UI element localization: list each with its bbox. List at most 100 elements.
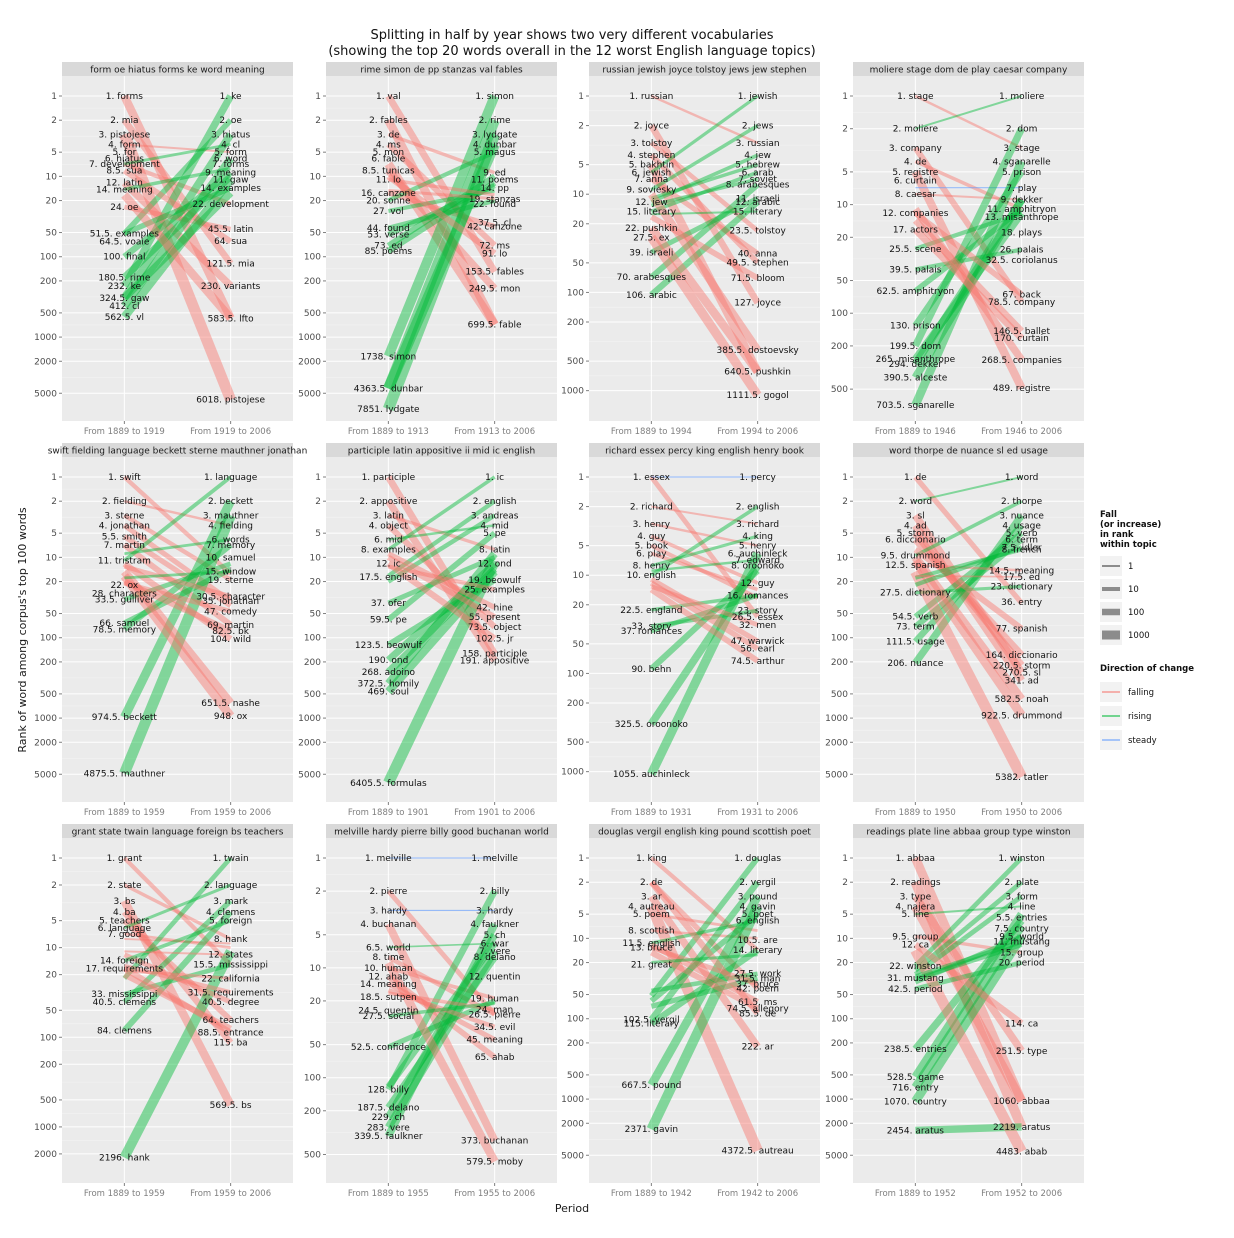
word-rank-label: 3. andreas [471,511,519,521]
word-rank-label: 5. henry [739,542,777,552]
word-rank-line [914,942,1023,982]
word-rank-label: 158. participle [462,650,528,660]
word-rank-line [649,214,760,281]
y-tick-label: 2 [578,122,584,132]
word-rank-label: 4. king [742,532,773,542]
word-rank-label: 22. development [192,200,269,210]
word-rank-label: 4. ad [904,521,927,531]
word-rank-line [385,551,498,687]
word-rank-label: 128. billy [368,1085,410,1095]
word-rank-label: 130. prison [890,322,941,332]
word-rank-label: 164. diccionario [986,651,1058,661]
y-tick-label: 10 [573,571,585,581]
word-rank-line [387,150,496,203]
panel-strip [853,62,1084,76]
word-rank-line [650,975,759,1009]
word-rank-label: 2. billy [480,887,511,897]
word-rank-label: 12. arabic [735,198,780,208]
word-rank-label: 1. melville [365,854,412,864]
word-rank-line [122,475,233,576]
word-rank-line [914,247,1023,272]
word-rank-label: 102.5. vergil [623,1016,680,1026]
word-rank-label: 7. development [89,160,160,170]
word-rank-label: 12. ca [902,941,930,951]
word-rank-label: 8. latin [479,546,510,556]
word-rank-label: 85. poems [365,247,413,257]
word-rank-label: 102.5. jr [476,635,514,645]
word-rank-line [121,192,234,322]
word-rank-line [120,898,235,1107]
y-tick-label: 20 [837,233,849,243]
panel-strip [62,62,293,76]
panel-strip-label: swift fielding language beckett sterne m… [48,447,308,457]
word-rank-line [914,545,1023,587]
word-rank-label: 27. vol [373,207,404,217]
legend-size-title: within topic [1100,540,1157,550]
word-rank-label: 12. ahab [369,973,409,983]
y-tick-label: 500 [831,385,848,395]
word-rank-label: 528.5. game [887,1073,944,1083]
word-rank-line [386,142,497,248]
word-rank-label: 1. abbaa [896,854,935,864]
y-tick-label: 200 [304,1107,321,1117]
word-rank-line [651,971,758,994]
word-rank-label: 1070. country [884,1097,948,1107]
word-rank-label: 5. for [112,148,136,158]
period-tick-label: From 1942 to 2006 [717,1189,798,1199]
panel-strip-label: grant state twain language foreign bs te… [72,828,284,838]
word-rank-label: 11. israeli [736,194,780,204]
y-tick-label: 200 [831,342,848,352]
y-tick-label: 1 [51,92,57,102]
word-rank-label: 12. latin [106,179,143,189]
word-rank-label: 2. richard [630,503,673,513]
word-rank-label: 569.5. bs [210,1101,252,1111]
word-rank-label: 1. ic [485,473,504,483]
word-rank-label: 85.5. de [739,1009,776,1019]
word-rank-label: 37. ofer [371,599,406,609]
y-tick-label: 500 [567,738,584,748]
word-rank-label: 14.5. meaning [989,566,1054,576]
word-rank-label: 270.5. sl [1002,668,1041,678]
word-rank-line [122,523,233,604]
y-tick-label: 500 [40,309,57,319]
y-tick-label: 20 [46,197,58,207]
word-rank-line [651,558,758,572]
word-rank-line [649,880,760,991]
panel-strip [589,443,820,457]
word-rank-label: 5. teachers [99,917,150,927]
word-rank-line [386,180,497,254]
word-rank-label: 6. language [98,924,152,934]
y-tick-label: 10 [310,553,322,563]
word-rank-label: 5. book [635,542,669,552]
y-tick-label: 5 [578,161,584,171]
word-rank-line [650,584,759,627]
word-rank-line [913,537,1024,630]
word-rank-line [384,960,499,1164]
y-tick-label: 2 [315,497,321,507]
y-tick-label: 10 [310,172,322,182]
word-rank-label: 268.5. companies [981,356,1062,366]
y-tick-label: 1 [578,854,584,864]
word-rank-label: 25. examples [464,585,525,595]
word-rank-line [123,578,232,634]
word-rank-line [912,513,1025,666]
panel: form oe hiatus forms ke word meaning1251… [34,62,293,437]
y-tick-label: 2000 [825,738,848,748]
word-rank-line [650,942,759,1005]
word-rank-line [915,563,1022,572]
panel-strip-label: russian jewish joyce tolstoy jews jew st… [602,66,806,76]
legend-size-label: 10 [1128,585,1139,595]
word-rank-label: 3. hardy [476,906,514,916]
word-rank-line [119,513,236,776]
word-rank-label: 6. play [636,549,667,559]
word-rank-label: 6. term [1005,536,1038,546]
word-rank-line [388,991,495,1012]
word-rank-label: 3. sterne [104,511,144,521]
y-tick-label: 50 [46,229,58,239]
word-rank-label: 19. human [470,994,519,1004]
word-rank-line [650,170,759,214]
word-rank-label: 222. ar [742,1043,774,1053]
word-rank-line [912,146,1025,304]
word-rank-label: 4. usage [1002,521,1041,531]
word-rank-line [383,142,500,391]
